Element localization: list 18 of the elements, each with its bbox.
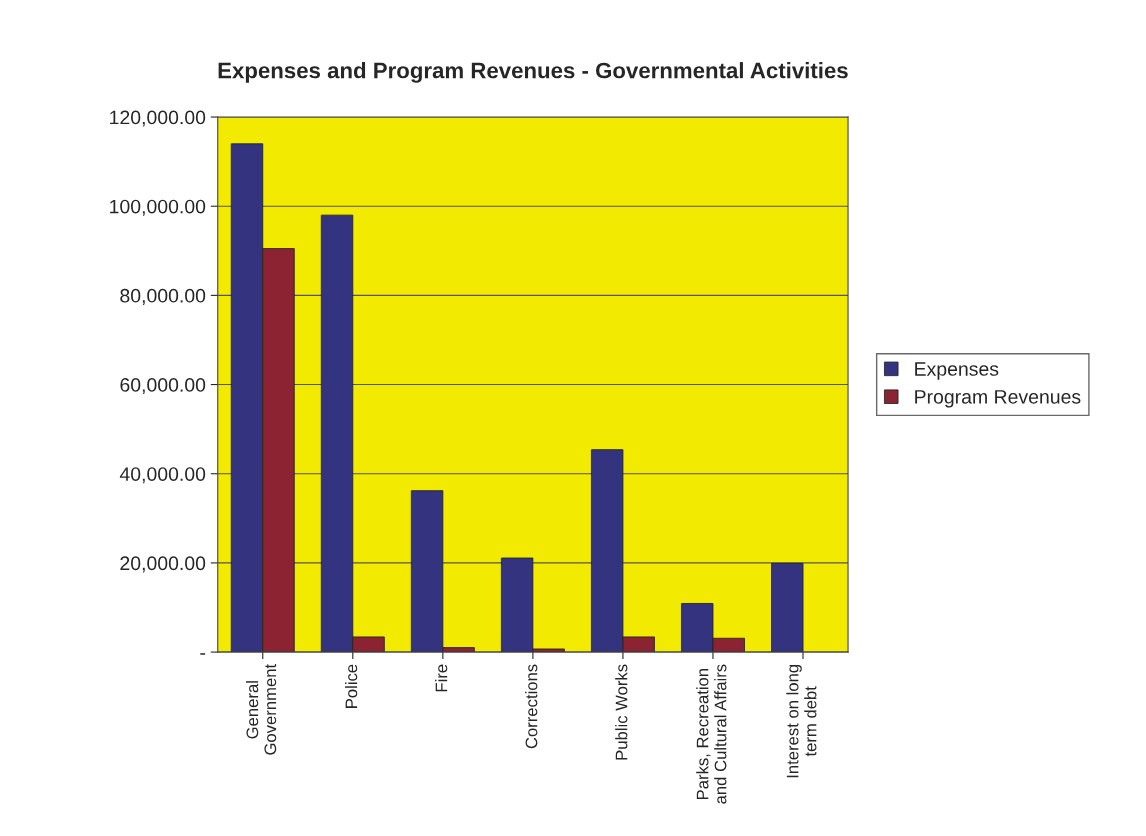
x-tick-label: Parks, Recreation and Cultural Affairs: [696, 664, 727, 804]
y-tick-label: 80,000.00: [120, 288, 206, 305]
y-tick-label: 60,000.00: [120, 378, 206, 395]
x-tick-label: Interest on long term debt: [786, 664, 817, 778]
legend-label: Expenses: [915, 362, 999, 380]
bar: [771, 562, 804, 653]
y-tick-label: -: [200, 653, 206, 655]
chart-title: Expenses and Program Revenues - Governmental Activities: [218, 62, 848, 83]
x-tick-label: Police: [345, 664, 358, 708]
legend-label: Program Revenues: [915, 390, 1081, 408]
y-tick-label: 100,000.00: [110, 199, 206, 216]
y-tick-label: 20,000.00: [120, 556, 206, 573]
x-tick-label: Corrections: [525, 664, 538, 749]
x-tick-label: Public Works: [615, 664, 628, 760]
y-tick-label: 40,000.00: [119, 467, 206, 484]
y-tick-label: 120,000.00: [110, 110, 206, 127]
x-tick-label: General Government: [246, 664, 277, 755]
x-tick-label: Fire: [435, 664, 448, 692]
